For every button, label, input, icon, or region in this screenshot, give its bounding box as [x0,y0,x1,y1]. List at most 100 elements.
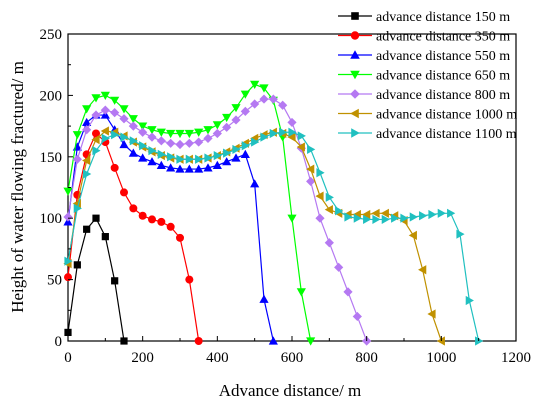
data-point [119,105,129,114]
data-point [63,187,73,196]
x-tick-label: 200 [131,350,154,366]
data-point [120,337,128,345]
data-point [148,215,156,224]
legend-item-7: advance distance 1100 m [338,127,517,142]
data-point [184,164,194,173]
data-point [350,89,360,99]
x-tick-label: 1000 [426,350,456,366]
data-point [92,214,100,222]
data-point [101,233,109,241]
data-point [334,262,344,272]
data-point [371,208,380,218]
data-point [287,132,296,142]
data-point [222,157,232,166]
data-point [240,149,250,158]
legend-label: advance distance 350 m [376,30,510,45]
data-point [222,113,232,123]
data-point [175,139,185,150]
data-point [129,204,138,213]
legend-item-6: advance distance 1000 m [338,108,517,123]
data-point [167,152,176,162]
data-point [176,233,184,242]
data-point [250,80,260,89]
data-point [64,256,73,266]
data-point [232,144,241,155]
data-point [212,121,222,130]
data-point [147,126,157,135]
data-point [184,138,194,148]
data-point [231,153,241,162]
data-point [91,135,100,145]
data-point [212,160,222,169]
data-point [351,12,359,20]
data-point [418,265,427,275]
legend-item-3: advance distance 550 m [338,49,510,64]
y-tick-label: 100 [40,211,63,227]
data-point [82,155,91,166]
data-point [110,96,120,105]
series-layer [63,80,484,346]
x-tick-label: 0 [64,350,72,366]
data-point [240,106,250,116]
data-point [456,229,465,239]
data-point [194,337,203,345]
data-point [166,129,176,139]
data-point [279,127,288,137]
x-axis-title: Advance distance/ m [219,381,362,400]
data-point [427,309,436,319]
y-tick-label: 0 [55,334,63,350]
data-point [324,238,334,248]
data-point [437,208,446,218]
data-point [184,129,194,139]
data-point [344,212,353,222]
data-point [409,212,418,222]
data-point [465,295,474,306]
legend-label: advance distance 550 m [376,49,510,64]
y-tick-label: 150 [40,150,63,166]
data-point [315,191,324,201]
data-point [351,128,360,138]
data-point [111,130,120,140]
data-point [381,214,390,225]
data-point [194,137,204,147]
data-point [250,179,260,188]
data-point [362,209,371,220]
data-point [306,176,316,186]
data-point [204,153,213,163]
data-point [83,225,91,233]
data-point [268,336,278,345]
data-point [138,211,147,220]
data-point [288,127,297,137]
data-point [92,146,101,156]
data-point [400,213,409,223]
data-point [82,117,92,127]
data-point [350,108,359,119]
data-point [241,141,250,151]
data-point [128,121,138,131]
y-tick-label: 250 [40,27,63,43]
data-point [315,213,325,223]
data-point [139,141,148,151]
data-point [268,94,278,104]
data-point [306,164,315,174]
data-point [391,213,400,223]
data-point [64,328,72,337]
legend-label: advance distance 1000 m [376,108,517,123]
data-point [251,137,260,147]
data-point [119,114,129,124]
data-point [278,100,288,110]
data-point [176,154,185,164]
legend-label: advance distance 800 m [376,88,510,103]
data-point [111,277,119,285]
data-point [148,146,157,156]
data-point [147,132,157,142]
axes-layer: 0 200 400 600 800 1000 1200 0 50 100 150 200 250 [40,27,532,366]
x-tick-label: 400 [206,350,229,366]
data-point [91,110,101,120]
data-point [120,188,128,197]
data-point [259,84,269,93]
data-point [120,132,129,142]
y-tick-label: 50 [47,273,62,289]
data-point [194,128,204,137]
data-point [222,122,232,132]
